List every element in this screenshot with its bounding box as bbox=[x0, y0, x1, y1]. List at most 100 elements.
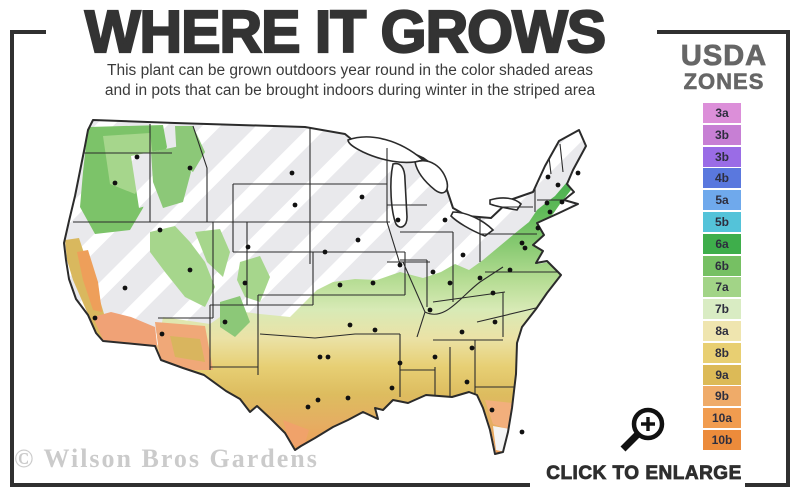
legend-zone-swatch: 5b bbox=[703, 211, 741, 232]
legend-zone-swatch: 5a bbox=[703, 190, 741, 211]
state-borders bbox=[73, 124, 565, 407]
legend-zone-swatch: 6a bbox=[703, 233, 741, 254]
city-dot bbox=[337, 282, 343, 288]
usa-map-graphic bbox=[63, 119, 587, 455]
city-dot bbox=[292, 202, 298, 208]
city-dot bbox=[547, 209, 553, 215]
lake-erie bbox=[450, 211, 495, 237]
city-dot bbox=[322, 249, 328, 255]
city-dot bbox=[545, 174, 551, 180]
city-dot bbox=[522, 245, 528, 251]
frame-top-left-segment bbox=[10, 30, 46, 34]
city-dot bbox=[490, 290, 496, 296]
legend-zone-swatch: 8b bbox=[703, 342, 741, 363]
city-dot bbox=[555, 182, 561, 188]
montana-green-patch bbox=[175, 126, 205, 172]
legend-zone-swatch: 10b bbox=[703, 429, 741, 450]
legend-zone-swatch: 4b bbox=[703, 168, 741, 189]
socal-salmon bbox=[93, 312, 158, 352]
city-dot bbox=[395, 217, 401, 223]
click-to-enlarge-label[interactable]: CLICK TO ENLARGE bbox=[546, 463, 742, 485]
legend-zone-swatch: 3b bbox=[703, 146, 741, 167]
city-dot bbox=[305, 404, 311, 410]
great-lakes bbox=[347, 136, 523, 237]
city-dot bbox=[347, 322, 353, 328]
city-dot bbox=[92, 315, 98, 321]
city-dot bbox=[469, 345, 475, 351]
city-dot bbox=[397, 262, 403, 268]
city-dot bbox=[289, 170, 295, 176]
legend-title-zones: ZONES bbox=[683, 69, 765, 94]
legend-zone-swatch: 9a bbox=[703, 364, 741, 385]
city-dot bbox=[242, 280, 248, 286]
city-dot bbox=[317, 354, 323, 360]
city-dot bbox=[397, 360, 403, 366]
city-dot bbox=[389, 385, 395, 391]
frame-bottom-left-segment bbox=[10, 483, 530, 487]
color-shaded-band bbox=[156, 182, 571, 453]
city-dot bbox=[489, 407, 495, 413]
subtitle-line-1: This plant can be grown outdoors year ro… bbox=[107, 62, 593, 79]
city-dot bbox=[519, 429, 525, 435]
legend-zone-swatch: 3a bbox=[703, 103, 741, 123]
subtitle-line-2: and in pots that can be brought indoors … bbox=[104, 81, 596, 99]
legend-zone-swatch: 3b bbox=[703, 124, 741, 145]
city-dot bbox=[222, 319, 228, 325]
page-title: WHERE IT GROWS bbox=[84, 0, 607, 66]
city-dot bbox=[187, 165, 193, 171]
city-dot bbox=[460, 252, 466, 258]
new-mexico-green-patch bbox=[220, 296, 250, 337]
city-dot bbox=[157, 227, 163, 233]
us-outline bbox=[63, 119, 587, 455]
city-dot bbox=[372, 327, 378, 333]
usda-zone-map[interactable] bbox=[55, 112, 665, 462]
city-dot bbox=[442, 217, 448, 223]
city-dot bbox=[430, 269, 436, 275]
city-dot bbox=[432, 354, 438, 360]
city-dot bbox=[507, 267, 513, 273]
city-dot bbox=[464, 379, 470, 385]
california-valley-orange bbox=[77, 250, 102, 312]
city-dot bbox=[112, 180, 118, 186]
city-dot bbox=[325, 354, 331, 360]
lake-superior bbox=[347, 136, 425, 164]
legend-zone-swatch: 9b bbox=[703, 386, 741, 407]
city-dot bbox=[575, 170, 581, 176]
lake-huron bbox=[414, 160, 449, 194]
frame-top-right-segment bbox=[657, 30, 790, 34]
legend-title: USDA ZONES bbox=[666, 40, 782, 94]
city-dot bbox=[122, 285, 128, 291]
magnifier-plus-icon[interactable] bbox=[612, 404, 674, 462]
central-florida-orange bbox=[485, 400, 513, 430]
city-dot bbox=[544, 200, 550, 206]
city-dot bbox=[187, 267, 193, 273]
legend-zone-swatch: 7a bbox=[703, 277, 741, 298]
city-dot bbox=[559, 199, 565, 205]
city-dot bbox=[459, 329, 465, 335]
watermark: © Wilson Bros Gardens bbox=[14, 444, 319, 473]
legend-zone-swatch: 7b bbox=[703, 299, 741, 320]
city-dot bbox=[159, 331, 165, 337]
frame-right-border bbox=[786, 30, 790, 487]
city-dot bbox=[535, 225, 541, 231]
legend-zone-swatch: 6b bbox=[703, 255, 741, 276]
city-dot bbox=[315, 397, 321, 403]
city-dot bbox=[245, 244, 251, 250]
city-dot bbox=[447, 280, 453, 286]
city-dots bbox=[92, 154, 581, 435]
arizona-tan-patch bbox=[170, 336, 205, 362]
frame-left-border bbox=[10, 30, 14, 487]
nevada-utah-green-patch bbox=[150, 226, 215, 307]
city-dot bbox=[345, 395, 351, 401]
city-dot bbox=[370, 280, 376, 286]
map-fill-layers bbox=[64, 120, 586, 454]
colorado-green-patch bbox=[237, 256, 270, 302]
south-texas-orange bbox=[283, 420, 309, 450]
city-dot bbox=[359, 194, 365, 200]
city-dot bbox=[492, 319, 498, 325]
lake-michigan bbox=[390, 162, 408, 228]
city-dot bbox=[427, 307, 433, 313]
city-dot bbox=[477, 275, 483, 281]
legend-title-usda: USDA bbox=[680, 40, 768, 72]
